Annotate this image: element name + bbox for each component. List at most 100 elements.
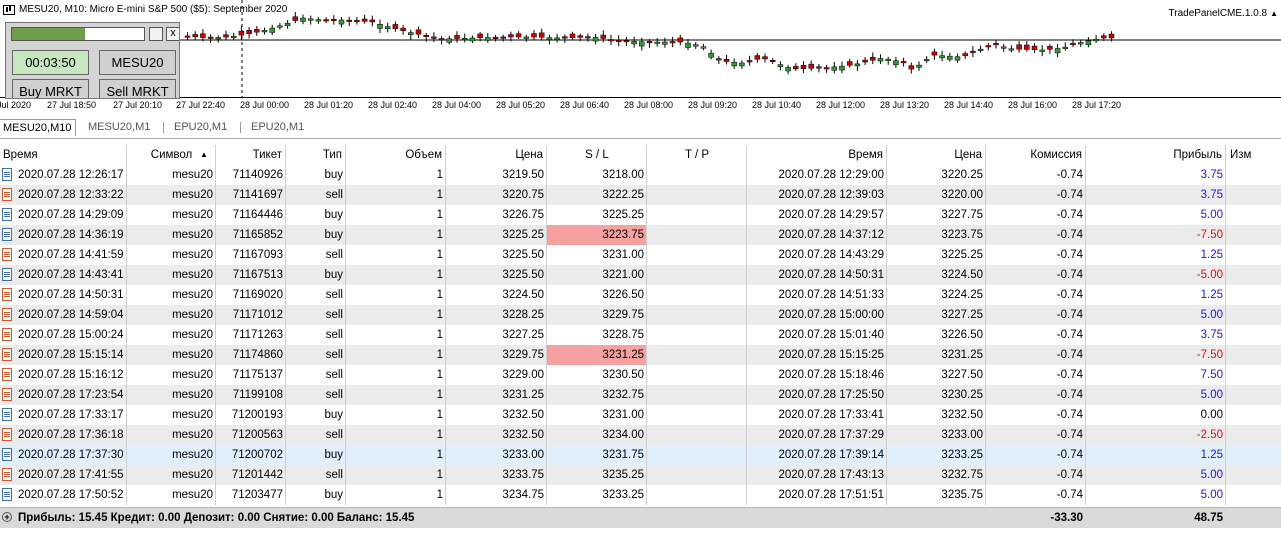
column-header-10[interactable]: Цена — [954, 149, 982, 161]
candle — [538, 28, 545, 41]
tab-mesu20-m10[interactable]: MESU20,M10 — [0, 119, 77, 136]
candle — [315, 17, 322, 24]
cell-type: sell — [325, 349, 343, 361]
table-row[interactable]: 2020.07.28 14:36:19 mesu20 71165852 buy 1 322… — [0, 225, 1281, 245]
cell-ticket: 71199108 — [232, 389, 283, 401]
candle — [739, 60, 745, 69]
column-header-12[interactable]: Прибыль — [1173, 149, 1222, 161]
table-row[interactable]: 2020.07.28 14:50:31 mesu20 71169020 sell 1 32… — [0, 285, 1281, 305]
time-tick-label: 28 Jul 00:00 — [240, 100, 290, 110]
price-chart[interactable]: MESU20, M10: Micro E-mini S&P 500 ($5): … — [0, 0, 1281, 117]
table-row[interactable]: 2020.07.28 15:15:14 mesu20 71174860 sell 1 32… — [0, 345, 1281, 365]
cell-open: 2020.07.28 17:33:17 — [18, 409, 124, 421]
cell-type: sell — [325, 369, 343, 381]
table-row[interactable]: 2020.07.28 12:33:22 mesu20 71141697 sell 1 32… — [0, 185, 1281, 205]
column-header-11[interactable]: Комиссия — [1030, 149, 1082, 161]
cell-price: 3232.50 — [502, 429, 544, 441]
cell-tp — [647, 405, 747, 425]
column-header-4[interactable]: Тип — [322, 149, 342, 161]
candle — [615, 35, 622, 47]
table-row[interactable]: 2020.07.28 15:00:24 mesu20 71171263 sell 1 32… — [0, 325, 1281, 345]
cell-close: 2020.07.28 12:39:03 — [778, 189, 884, 201]
table-row[interactable]: 2020.07.28 15:16:12 mesu20 71175137 sell 1 32… — [0, 365, 1281, 385]
candle — [508, 31, 514, 42]
cell-volume: 1 — [436, 449, 443, 461]
cell-profit: 5.00 — [1200, 489, 1223, 501]
time-tick-label: 28 Jul 06:40 — [560, 100, 610, 110]
table-row[interactable]: 2020.07.28 17:36:18 mesu20 71200563 sell 1 32… — [0, 425, 1281, 445]
cell-symbol: mesu20 — [172, 449, 213, 461]
tab-epu20-m1-a[interactable]: EPU20,M1 — [174, 121, 228, 133]
candle — [230, 32, 237, 41]
buy-market-button[interactable]: Buy MRKT — [12, 79, 89, 98]
cell-volume: 1 — [436, 229, 443, 241]
table-row[interactable]: 2020.07.28 12:26:17 mesu20 71140926 buy 1 321… — [0, 165, 1281, 185]
table-row[interactable]: 2020.07.28 17:50:52 mesu20 71203477 buy 1 323… — [0, 485, 1281, 505]
column-header-3[interactable]: Тикет — [252, 149, 282, 161]
account-summary: Прибыль: 15.45 Кредит: 0.00 Депозит: 0.0… — [18, 512, 415, 524]
column-header-6[interactable]: Цена — [515, 149, 543, 161]
cell-commission: -0.74 — [1056, 489, 1083, 501]
table-row[interactable]: 2020.07.28 14:43:41 mesu20 71167513 buy 1 322… — [0, 265, 1281, 285]
table-row[interactable]: 2020.07.28 17:23:54 mesu20 71199108 sell 1 32… — [0, 385, 1281, 405]
candle — [754, 53, 761, 63]
column-header-13[interactable]: Изм — [1230, 149, 1252, 161]
cell-commission: -0.74 — [1056, 269, 1083, 281]
cell-tp — [647, 425, 747, 445]
cell-commission: -0.74 — [1056, 469, 1083, 481]
candle — [816, 64, 822, 73]
cell-ticket: 71164446 — [232, 209, 283, 221]
table-row[interactable]: 2020.07.28 17:37:30 mesu20 71200702 buy 1 323… — [0, 445, 1281, 465]
cell-symbol: mesu20 — [172, 469, 213, 481]
column-header-5[interactable]: Объем — [405, 149, 442, 161]
cell-commission: -0.74 — [1056, 189, 1083, 201]
symbol-button[interactable]: MESU20 — [99, 50, 176, 75]
column-header-8[interactable]: T / P — [684, 149, 710, 161]
candle — [454, 31, 460, 43]
candle — [1047, 44, 1053, 54]
cell-type: sell — [325, 309, 343, 321]
cell-open: 2020.07.28 17:23:54 — [18, 389, 124, 401]
cell-sl: 3235.25 — [602, 469, 644, 481]
column-header-7[interactable]: S / L — [585, 149, 609, 161]
close-button[interactable]: x — [166, 27, 179, 41]
candle — [1093, 35, 1099, 43]
table-row[interactable]: 2020.07.28 14:29:09 mesu20 71164446 buy 1 322… — [0, 205, 1281, 225]
add-icon[interactable]: + — [2, 512, 12, 522]
cell-price: 3225.25 — [502, 229, 544, 241]
cell-sl: 3222.25 — [602, 189, 644, 201]
column-header-2[interactable]: Символ — [150, 149, 193, 161]
cell-close-price: 3233.00 — [941, 429, 983, 441]
sell-market-button[interactable]: Sell MRKT — [99, 79, 176, 98]
cell-sl: 3233.25 — [602, 489, 644, 501]
candle — [1039, 45, 1045, 57]
tab-epu20-m1-b[interactable]: EPU20,M1 — [251, 121, 305, 133]
cell-commission: -0.74 — [1056, 289, 1083, 301]
column-header-1[interactable]: Время — [3, 149, 38, 161]
cell-tp — [647, 205, 747, 225]
cell-close-price: 3225.25 — [941, 249, 983, 261]
candle — [277, 22, 283, 30]
column-header-9[interactable]: Время — [848, 149, 883, 161]
tab-mesu20-m1[interactable]: MESU20,M1 — [88, 121, 151, 133]
candle — [954, 53, 961, 63]
cell-symbol: mesu20 — [172, 229, 213, 241]
cell-tp — [647, 465, 747, 485]
cell-sl: 3226.50 — [602, 289, 644, 301]
minimize-button[interactable] — [149, 27, 163, 41]
time-tick-label: 28 Jul 10:40 — [752, 100, 802, 110]
table-row[interactable]: 2020.07.28 14:41:59 mesu20 71167093 sell 1 32… — [0, 245, 1281, 265]
table-row[interactable]: 2020.07.28 17:33:17 mesu20 71200193 buy 1 323… — [0, 405, 1281, 425]
candle — [1054, 43, 1061, 58]
cell-symbol: mesu20 — [172, 189, 213, 201]
candle — [608, 34, 614, 45]
cell-profit: 3.75 — [1200, 169, 1223, 181]
candle — [446, 35, 453, 45]
cell-volume: 1 — [436, 369, 443, 381]
table-row[interactable]: 2020.07.28 17:41:55 mesu20 71201442 sell 1 32… — [0, 465, 1281, 485]
cell-open: 2020.07.28 14:59:04 — [18, 309, 124, 321]
table-row[interactable]: 2020.07.28 14:59:04 mesu20 71171012 sell 1 32… — [0, 305, 1281, 325]
cell-symbol: mesu20 — [172, 489, 213, 501]
cell-commission: -0.74 — [1056, 389, 1083, 401]
deal-document-icon — [2, 288, 12, 301]
